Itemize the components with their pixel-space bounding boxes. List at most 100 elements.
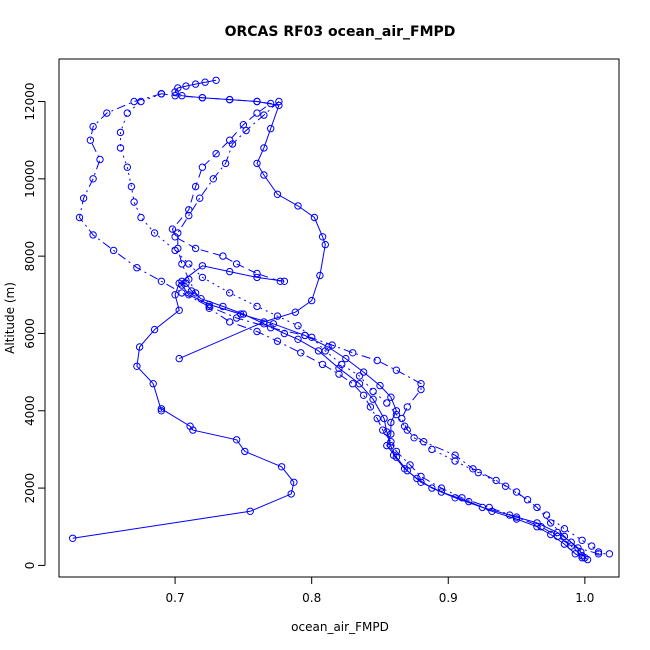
x-tick-label: 0.9 xyxy=(439,591,458,605)
data-point xyxy=(174,84,182,92)
data-point xyxy=(130,97,138,106)
data-point xyxy=(373,356,381,365)
data-point xyxy=(321,240,329,249)
y-tick-label: 2000 xyxy=(23,473,37,504)
data-point xyxy=(133,264,141,272)
data-point xyxy=(133,362,141,370)
data-point xyxy=(157,277,166,285)
data-point xyxy=(186,422,194,430)
y-tick-label: 10000 xyxy=(23,160,37,198)
data-point xyxy=(130,198,138,206)
data-point xyxy=(578,554,586,562)
data-point xyxy=(492,476,500,485)
data-point xyxy=(226,267,234,276)
data-point xyxy=(260,171,268,179)
data-point xyxy=(182,82,190,90)
data-point xyxy=(174,229,182,237)
data-point xyxy=(512,515,521,523)
data-point xyxy=(605,550,614,558)
series-layer xyxy=(69,76,614,564)
data-point xyxy=(89,231,97,239)
data-point xyxy=(178,289,186,297)
data-point xyxy=(185,291,193,299)
data-point xyxy=(383,441,391,450)
data-point xyxy=(253,273,261,282)
data-point xyxy=(174,244,182,253)
data-point xyxy=(359,368,368,376)
axes: 0.7 0.8 0.9 1.0 0 2000 4000 6000 8000 10000 12000 xyxy=(23,82,594,605)
data-point xyxy=(324,343,332,351)
data-point xyxy=(392,447,401,456)
data-point xyxy=(198,163,207,171)
series-1 xyxy=(69,279,589,562)
data-point xyxy=(294,335,302,343)
data-point xyxy=(116,128,125,137)
data-point xyxy=(191,182,200,191)
series-line xyxy=(181,265,583,559)
data-point xyxy=(239,121,248,129)
data-point xyxy=(567,538,575,546)
data-point xyxy=(198,262,207,270)
data-point xyxy=(89,122,97,131)
data-point xyxy=(594,548,603,556)
data-point xyxy=(232,436,241,444)
data-point xyxy=(512,488,521,496)
data-point xyxy=(260,144,268,152)
data-point xyxy=(237,310,245,318)
data-point xyxy=(267,99,275,108)
data-point xyxy=(571,550,579,558)
data-point xyxy=(403,403,411,411)
data-point xyxy=(437,484,446,492)
x-tick-label: 0.8 xyxy=(302,591,321,605)
data-point xyxy=(86,136,95,144)
data-point xyxy=(349,380,357,388)
data-point xyxy=(205,302,213,311)
data-point xyxy=(89,175,97,183)
data-point xyxy=(308,296,316,305)
y-tick-label: 12000 xyxy=(23,82,37,120)
data-point xyxy=(417,385,425,394)
data-point xyxy=(277,463,286,471)
data-point xyxy=(318,233,327,241)
data-point xyxy=(185,260,193,268)
data-point xyxy=(103,109,111,117)
data-point xyxy=(287,490,295,498)
data-point xyxy=(178,260,186,268)
data-point xyxy=(205,300,213,309)
data-point xyxy=(253,327,261,336)
data-point xyxy=(547,519,555,527)
data-point xyxy=(123,109,132,117)
data-point xyxy=(269,320,278,328)
data-point xyxy=(465,497,473,506)
plot-frame xyxy=(58,58,620,578)
data-point xyxy=(294,202,302,210)
data-point xyxy=(253,97,261,106)
data-point xyxy=(226,289,234,297)
data-point xyxy=(316,271,324,280)
data-point xyxy=(241,447,249,456)
x-axis-label: ocean_air_FMPD xyxy=(291,620,389,634)
data-point xyxy=(488,507,496,515)
data-point xyxy=(512,513,521,521)
data-point xyxy=(150,325,159,334)
series-6 xyxy=(174,97,592,564)
data-point xyxy=(109,246,118,255)
series-line xyxy=(174,79,326,360)
series-2 xyxy=(171,76,329,363)
data-point xyxy=(335,370,343,378)
data-point xyxy=(560,540,569,548)
data-point xyxy=(168,225,177,233)
data-point xyxy=(379,426,387,434)
data-point xyxy=(253,302,261,311)
data-point xyxy=(392,366,401,374)
data-point xyxy=(417,472,425,481)
data-point xyxy=(318,360,327,369)
data-point xyxy=(273,312,282,320)
data-point xyxy=(417,478,425,486)
data-point xyxy=(275,101,283,110)
series-line xyxy=(78,93,610,555)
data-point xyxy=(338,360,346,369)
chart-title: ORCAS RF03 ocean_air_FMPD xyxy=(225,24,456,40)
data-point xyxy=(198,94,207,102)
data-point xyxy=(178,277,186,285)
